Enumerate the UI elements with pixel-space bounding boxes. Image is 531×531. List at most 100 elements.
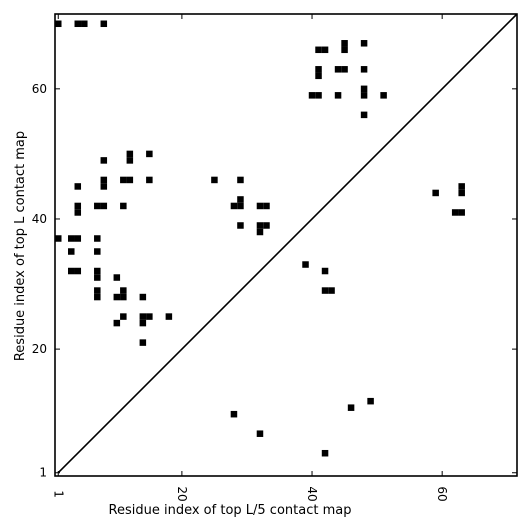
contact-point-upper (321, 267, 329, 275)
contact-point-upper (74, 267, 82, 275)
contact-point-upper (74, 183, 82, 190)
contact-point-upper (120, 313, 127, 320)
contact-point-upper (55, 235, 62, 242)
contact-point-upper (321, 287, 329, 294)
contact-point-upper (120, 293, 127, 301)
contact-point-upper (315, 92, 322, 99)
x-tick-label: 1 (51, 490, 65, 498)
contact-point-upper (100, 183, 108, 190)
contact-point-upper (94, 202, 101, 210)
contact-point-upper (139, 313, 147, 320)
contact-point-upper (328, 287, 335, 294)
contact-point-upper (360, 92, 368, 99)
contact-point-upper (263, 222, 270, 229)
contact-point-upper (120, 176, 127, 184)
contact-point-upper (146, 176, 153, 184)
contact-point-upper (74, 235, 82, 242)
contact-point-lower (256, 430, 264, 437)
contact-point-upper (360, 111, 368, 119)
contact-point-upper (126, 157, 134, 164)
contact-point-upper (126, 150, 134, 158)
contact-point-upper (68, 248, 75, 255)
contact-point-lower (321, 449, 329, 457)
contact-marks (55, 20, 465, 457)
axis-ticks: 1 20 40 60 1 20 40 60 (32, 14, 517, 502)
contact-point-upper (146, 150, 153, 158)
y-tick-label: 1 (39, 466, 47, 480)
contact-point-upper (100, 20, 108, 28)
contact-point-upper (360, 40, 368, 47)
contact-point-upper (256, 228, 264, 236)
contact-point-upper (334, 66, 342, 73)
contact-point-upper (341, 40, 348, 47)
contact-point-upper (81, 20, 88, 28)
contact-point-upper (380, 92, 387, 99)
x-tick-label: 40 (305, 486, 319, 501)
contact-point-upper (211, 176, 218, 184)
contact-point-upper (458, 209, 465, 216)
plot-frame (54, 13, 518, 477)
contact-point-upper (94, 287, 101, 294)
contact-point-upper (458, 189, 465, 197)
contact-point-upper (94, 248, 101, 255)
contact-point-upper (74, 209, 82, 216)
contact-point-upper (458, 183, 465, 190)
contact-point-upper (113, 293, 121, 301)
contact-point-upper (68, 267, 75, 275)
contact-point-upper (165, 313, 173, 320)
contact-point-upper (308, 92, 316, 99)
contact-point-upper (139, 319, 147, 327)
contact-point-upper (237, 196, 244, 203)
contact-point-upper (432, 189, 439, 197)
contact-point-upper (113, 274, 121, 281)
diagonal-line (57, 13, 518, 474)
contact-point-upper (360, 66, 368, 73)
contact-point-upper (334, 92, 342, 99)
contact-point-upper (256, 222, 264, 229)
contact-point-upper (237, 176, 244, 184)
contact-point-upper (100, 157, 108, 164)
contact-point-upper (100, 176, 108, 184)
contact-point-upper (74, 202, 82, 210)
contact-point-upper (315, 46, 322, 54)
y-tick-label: 40 (32, 212, 47, 226)
contact-point-upper (360, 85, 368, 93)
contact-point-upper (341, 46, 348, 54)
contact-point-upper (451, 209, 459, 216)
contact-point-upper (120, 287, 127, 294)
contact-point-upper (139, 339, 147, 346)
contact-point-upper (321, 46, 329, 54)
contact-point-upper (237, 222, 244, 229)
contact-point-upper (315, 72, 322, 80)
contact-point-upper (120, 202, 127, 210)
contact-point-upper (146, 313, 153, 320)
y-tick-label: 20 (32, 342, 47, 356)
contact-point-lower (367, 397, 374, 405)
contact-point-upper (94, 274, 101, 281)
contact-point-upper (126, 176, 134, 184)
x-tick-label: 60 (435, 486, 449, 501)
contact-point-upper (55, 20, 62, 28)
contact-point-upper (315, 66, 322, 73)
contact-point-upper (94, 267, 101, 275)
contact-point-upper (302, 261, 309, 268)
contact-point-lower (347, 404, 355, 411)
contact-point-upper (139, 293, 147, 301)
contact-point-upper (68, 235, 75, 242)
contact-point-upper (74, 20, 82, 28)
contact-point-lower (230, 410, 238, 418)
y-tick-label: 60 (32, 82, 47, 96)
x-tick-label: 20 (175, 486, 189, 501)
contact-point-upper (94, 235, 101, 242)
contact-point-upper (100, 202, 108, 210)
contact-point-upper (94, 293, 101, 301)
y-axis-label: Residue index of top L contact map (13, 131, 28, 361)
contact-point-upper (113, 319, 121, 327)
contact-point-upper (230, 202, 238, 210)
contact-point-upper (237, 202, 244, 210)
contact-point-upper (341, 66, 348, 73)
x-axis-label: Residue index of top L/5 contact map (109, 503, 352, 518)
contact-point-upper (256, 202, 264, 210)
contact-point-upper (263, 202, 270, 210)
